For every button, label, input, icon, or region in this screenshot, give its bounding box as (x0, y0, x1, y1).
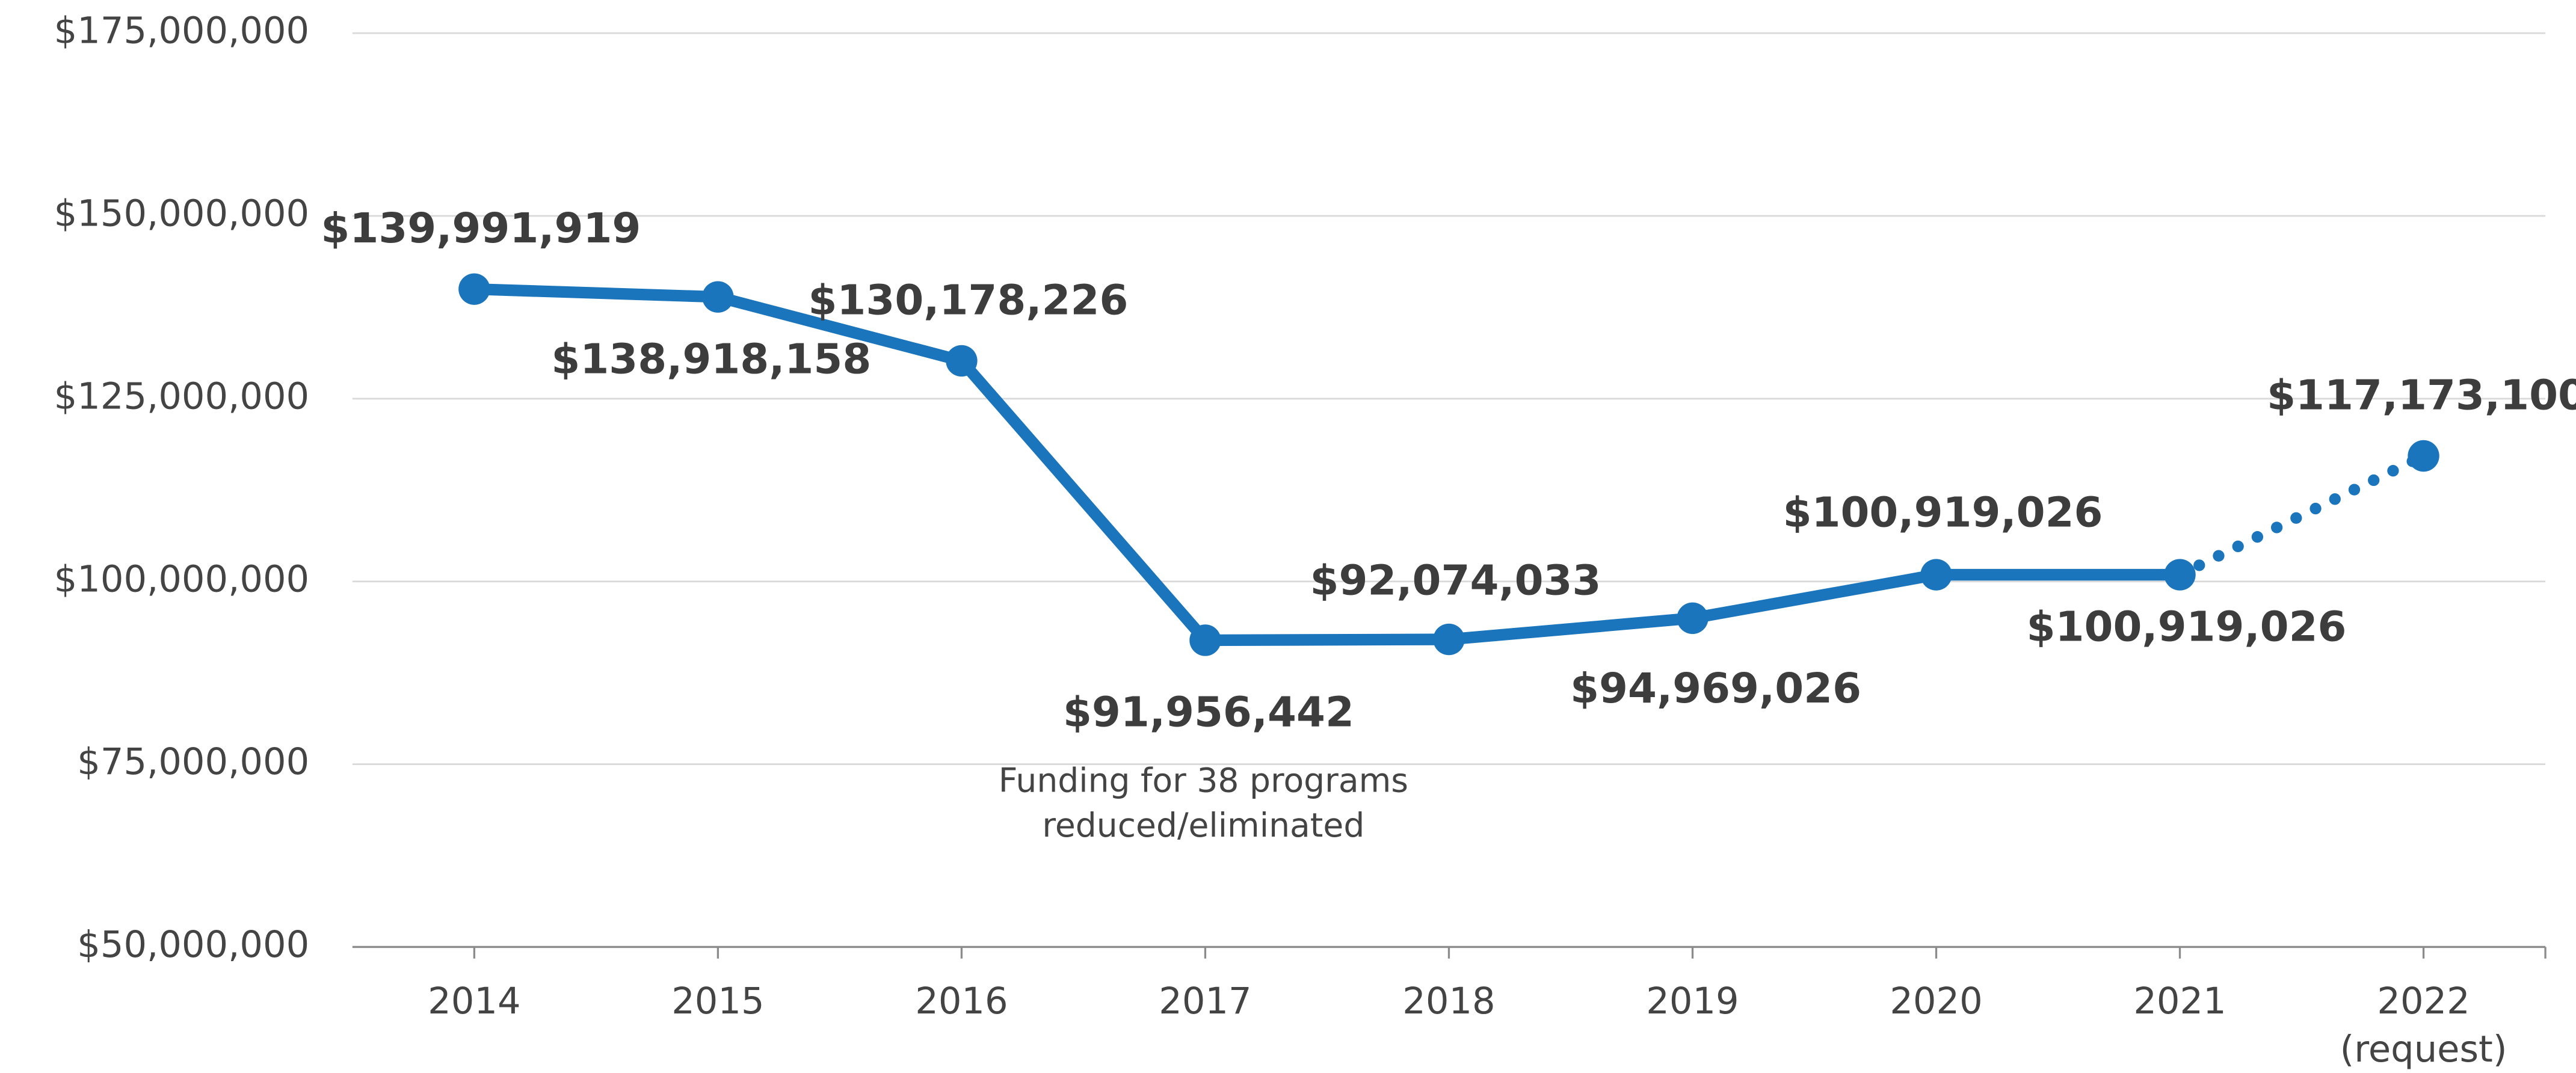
data-label: $100,919,026 (1783, 488, 2103, 536)
data-point (2408, 440, 2439, 472)
x-tick-label-line: (request) (2340, 1028, 2507, 1071)
data-point (458, 273, 490, 305)
data-point (2164, 559, 2196, 591)
annotation: Funding for 38 programs (999, 762, 1408, 801)
data-label: $91,956,442 (1063, 689, 1354, 737)
data-point (1433, 623, 1465, 656)
data-point (702, 281, 734, 313)
y-tick-label: $100,000,000 (54, 558, 309, 600)
data-label: $138,918,158 (551, 335, 871, 383)
x-tick-label: 2021 (2133, 980, 2226, 1022)
annotation: reduced/eliminated (1042, 807, 1364, 845)
data-label: $117,173,100 (2267, 372, 2576, 420)
x-tick-label: 2022 (request) (2340, 980, 2507, 1071)
data-label: $130,178,226 (808, 276, 1128, 324)
data-point (1189, 624, 1221, 656)
y-tick-label: $50,000,000 (77, 924, 309, 966)
data-label: $92,074,033 (1310, 556, 1601, 604)
x-tick-label: 2016 (915, 980, 1008, 1022)
data-label: $139,991,919 (321, 204, 641, 253)
x-tick-label: 2020 (1890, 980, 1982, 1022)
data-point (1920, 559, 1952, 591)
x-tick-label: 2017 (1159, 980, 1251, 1022)
x-tick-label: 2014 (428, 980, 520, 1022)
data-point (1677, 602, 1709, 635)
data-point (946, 345, 978, 377)
data-label: $94,969,026 (1570, 665, 1861, 713)
y-tick-label: $75,000,000 (77, 741, 309, 783)
line-series-projected (2174, 450, 2430, 581)
line-series (474, 283, 2180, 647)
y-tick-label: $125,000,000 (54, 375, 309, 417)
y-tick-label: $175,000,000 (54, 10, 309, 52)
x-tick-label: 2019 (1646, 980, 1739, 1022)
x-tick-label: 2015 (671, 980, 764, 1022)
x-tick-label-line: 2022 (2377, 980, 2470, 1022)
data-label: $100,919,026 (2027, 603, 2347, 651)
x-tick-label: 2018 (1402, 980, 1495, 1022)
y-tick-label: $150,000,000 (54, 193, 309, 235)
